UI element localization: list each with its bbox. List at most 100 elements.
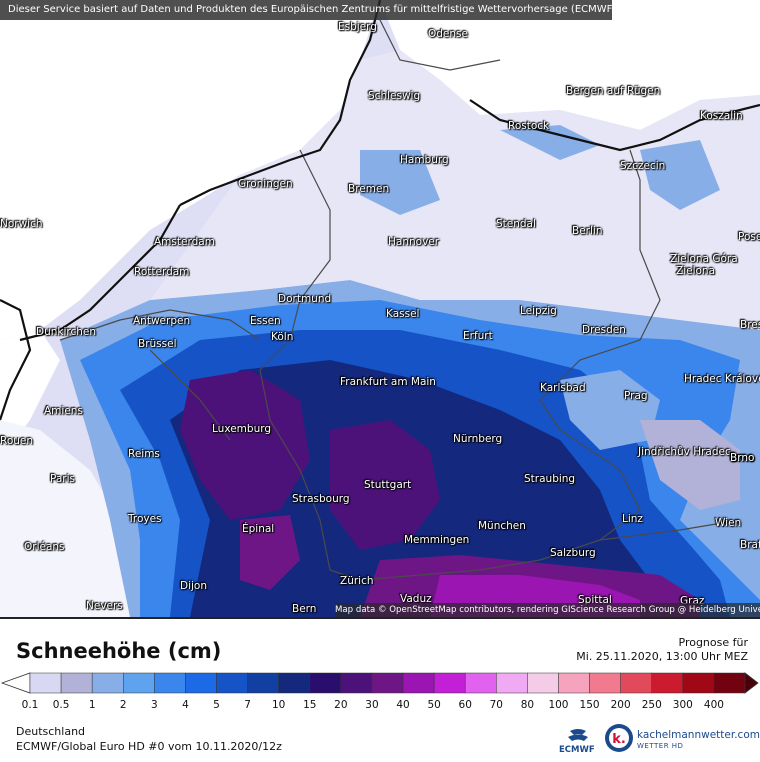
city-label: Paris	[50, 473, 75, 485]
scale-tick-label: 7	[244, 699, 251, 711]
city-label: Köln	[271, 331, 294, 343]
region-label: Deutschland	[16, 725, 86, 738]
scale-segment	[60, 672, 93, 694]
city-label: Groningen	[238, 178, 293, 190]
city-label: Dortmund	[278, 293, 332, 305]
city-label: Karlsbad	[540, 382, 586, 394]
scale-tick-label: 200	[610, 699, 631, 711]
scale-tick-label: 0.1	[21, 699, 39, 711]
city-label: Épinal	[242, 523, 275, 535]
forecast-label: Prognose für	[678, 636, 749, 649]
map-attribution: Map data © OpenStreetMap contributors, r…	[335, 603, 760, 617]
city-label: Stuttgart	[364, 479, 412, 491]
scale-tick-label: 60	[458, 699, 472, 711]
city-label: Rotterdam	[134, 266, 190, 278]
legend-title: Schneehöhe (cm)	[16, 639, 222, 663]
city-label: Reims	[128, 448, 160, 460]
scale-segment	[340, 672, 373, 694]
city-label: Nürnberg	[453, 433, 503, 445]
city-label: Antwerpen	[133, 315, 191, 327]
scale-tick-label: 0.5	[52, 699, 70, 711]
city-label: Erfurt	[463, 330, 493, 342]
scale-segment	[29, 672, 62, 694]
city-label: Essen	[250, 315, 281, 327]
data-source-banner: Dieser Service basiert auf Daten und Pro…	[0, 0, 612, 20]
scale-segment	[527, 672, 559, 694]
scale-tick-label: 1	[88, 699, 96, 711]
city-label: Hannover	[388, 236, 440, 248]
city-label: Luxemburg	[212, 423, 272, 435]
city-label: Hradec Králové	[684, 373, 760, 385]
city-label: Jindřichův Hradec	[638, 446, 731, 458]
brand-name[interactable]: kachelmannwetter.com	[637, 729, 760, 741]
city-label: Dresden	[582, 324, 626, 336]
city-label: Szczecin	[620, 160, 666, 172]
city-label: Norwich	[0, 218, 43, 230]
legend-panel: Schneehöhe (cm) Prognose für Mi. 25.11.2…	[0, 617, 760, 762]
scale-tick-label: 10	[272, 699, 286, 711]
scale-tick-label: 100	[548, 699, 569, 711]
city-label: Hamburg	[400, 154, 449, 166]
city-label: Brno	[730, 452, 755, 464]
scale-segment	[309, 672, 342, 694]
scale-tick-label: 50	[427, 699, 441, 711]
city-label: Zielona	[676, 265, 716, 277]
city-label: Spittal	[578, 594, 612, 606]
city-label: Nevers	[86, 600, 123, 612]
city-label: Prag	[624, 390, 648, 402]
color-scale-ticks: 0.1 0.5 1 2 3 4 5 7 10 15 20 30 40 50 60 70 80 100 150 200 2…	[0, 699, 760, 713]
scale-tick-label: 400	[703, 699, 724, 711]
scale-segment	[589, 672, 621, 694]
brand-subtitle: WETTER HD	[637, 742, 684, 750]
ecmwf-logo-text: ECMWF	[559, 745, 595, 755]
city-label: Zürich	[340, 575, 374, 587]
city-label: Breslau	[740, 319, 760, 331]
city-label: Vaduz	[400, 593, 432, 605]
svg-text:k.: k.	[612, 732, 626, 747]
city-label: Straubing	[524, 473, 576, 485]
scale-tick-label: 30	[365, 699, 379, 711]
city-label: Brno	[730, 452, 755, 464]
city-label: Posen	[738, 231, 760, 243]
scale-tick-label: 15	[303, 699, 317, 711]
scale-segment	[558, 672, 590, 694]
scale-tick-label: 40	[396, 699, 410, 711]
scale-tick-label: 70	[489, 699, 503, 711]
scale-segment	[620, 672, 652, 694]
city-label: Kassel	[386, 308, 420, 320]
city-label: Graz	[680, 595, 705, 607]
scale-segment	[278, 672, 311, 694]
city-label: Odense	[428, 28, 468, 40]
ecmwf-logo-icon	[568, 729, 588, 741]
scale-tick-label: 3	[151, 699, 158, 711]
city-label: Dijon	[180, 580, 207, 592]
city-label: Zielona Góra	[670, 253, 738, 265]
scale-segment	[464, 672, 497, 694]
scale-tick-label: 300	[672, 699, 693, 711]
city-label: Bratislava	[740, 539, 760, 551]
snow-depth-map[interactable]: Dieser Service basiert auf Daten und Pro…	[0, 0, 760, 617]
city-label: Amsterdam	[154, 236, 215, 248]
city-label: Brüssel	[138, 338, 177, 350]
scale-tick-label: 80	[520, 699, 535, 711]
city-label: Esbjerg	[338, 21, 377, 33]
kachelmann-logo-icon[interactable]: k.	[604, 723, 634, 753]
city-label: Rostock	[508, 120, 550, 132]
city-label: Linz	[622, 513, 643, 525]
scale-arrow-low	[0, 672, 31, 694]
scale-segment	[185, 672, 217, 694]
scale-segment	[216, 672, 248, 694]
city-label: Koszalin	[700, 110, 743, 122]
scale-tick-label: 2	[119, 699, 127, 711]
city-label: Rouen	[0, 435, 34, 447]
city-label: Schleswig	[368, 90, 421, 102]
scale-segment	[91, 672, 124, 694]
city-label: Wien	[715, 517, 742, 529]
city-label: Strasbourg	[292, 493, 350, 505]
scale-segment	[651, 672, 684, 694]
model-run-label: ECMWF/Global Euro HD #0 vom 10.11.2020/1…	[16, 740, 282, 753]
city-label: Stendal	[496, 218, 536, 230]
city-label: Leipzig	[520, 305, 557, 317]
city-label: Frankfurt am Main	[340, 376, 436, 388]
scale-segment	[402, 672, 435, 694]
